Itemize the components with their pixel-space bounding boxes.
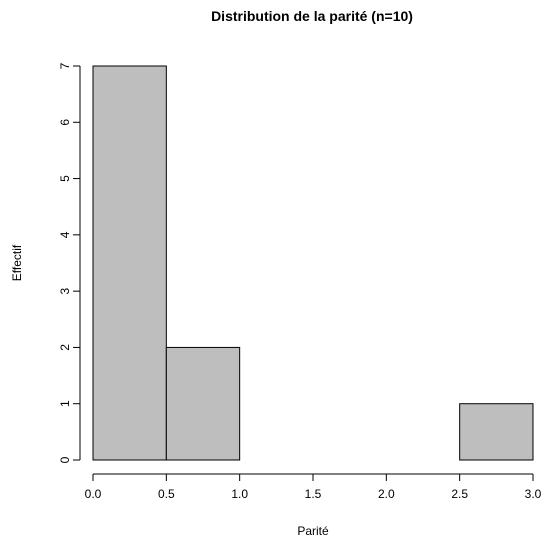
x-axis-ticks: 0.0 0.5 1.0 1.5 2.0 2.5 3.0: [85, 474, 542, 501]
y-tick-label: 7: [58, 62, 72, 69]
x-axis-label: Parité: [297, 524, 329, 538]
x-tick-label: 1.5: [305, 487, 322, 501]
histogram-bar-0: [92, 65, 167, 461]
histogram-bars: [92, 65, 534, 461]
y-tick-label: 0: [58, 456, 72, 463]
y-tick-label: 1: [58, 400, 72, 407]
chart-title: Distribution de la parité (n=10): [211, 8, 413, 24]
histogram-bar-5: [459, 403, 534, 461]
y-tick-label: 2: [58, 344, 72, 351]
histogram-bar-1: [165, 346, 241, 461]
x-tick-label: 2.0: [378, 487, 395, 501]
x-tick-label: 2.5: [451, 487, 468, 501]
x-tick-label: 3.0: [525, 487, 542, 501]
y-axis-ticks: 0 1 2 3 4 5 6 7: [58, 62, 80, 463]
y-tick-label: 3: [58, 287, 72, 294]
x-tick-label: 0.0: [85, 487, 102, 501]
x-tick-label: 0.5: [158, 487, 175, 501]
x-tick-label: 1.0: [231, 487, 248, 501]
x-axis: 0.0 0.5 1.0 1.5 2.0 2.5 3.0: [85, 473, 542, 501]
y-tick-label: 4: [58, 231, 72, 238]
y-tick-label: 5: [58, 175, 72, 182]
y-axis: 0 1 2 3 4 5 6 7: [58, 62, 81, 463]
y-axis-label: Effectif: [10, 244, 24, 281]
y-tick-label: 6: [58, 119, 72, 126]
